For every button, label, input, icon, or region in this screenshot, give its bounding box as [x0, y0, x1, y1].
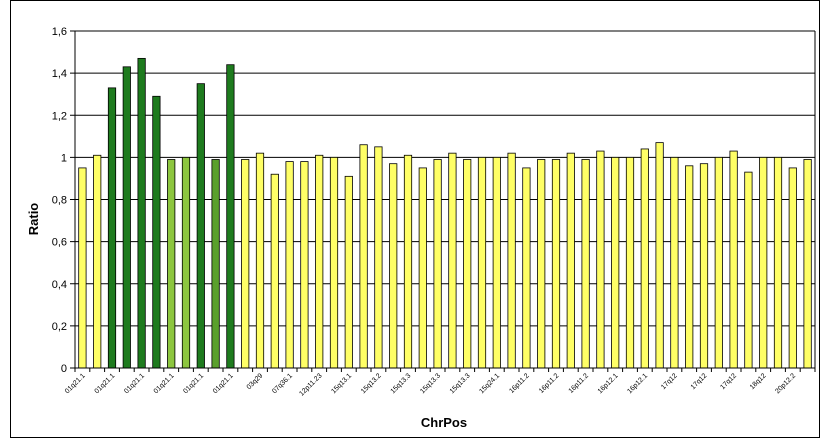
bar [359, 144, 368, 369]
bar [107, 87, 117, 369]
y-tick-labels: 0 0,2 0,4 0,6 0,8 1 1,2 1,4 1,6 [52, 26, 67, 375]
bar-chart: 00,20,40,60,811,21,41,6 01q21.1 01q21.1 01… [26, 26, 816, 430]
y-axis-title: Ratio [26, 203, 41, 236]
y-tick-label: 0,4 [52, 279, 67, 291]
x-tick-label: 01q21.1 [123, 372, 146, 395]
bar [477, 156, 487, 369]
bar [551, 159, 561, 369]
bar [315, 154, 324, 369]
bar [773, 156, 783, 369]
bar [729, 150, 738, 369]
x-tick-label: 03q29 [246, 372, 265, 391]
bar [625, 156, 635, 369]
x-tick-label: 15q24.1 [478, 372, 501, 395]
bar [596, 150, 605, 369]
x-tick-label: 12p11.23 [298, 372, 323, 397]
bar [522, 167, 531, 369]
bar [196, 83, 205, 369]
bar [374, 146, 383, 369]
bar [655, 142, 664, 369]
x-tick-label: 15q13.3 [390, 372, 413, 395]
chart-frame: 0 0,2 0,4 0,6 0,8 1 1,2 1,4 1,6 01q21.1 01q21.1 01… [10, 0, 820, 438]
bar [329, 156, 339, 369]
bar [788, 167, 797, 369]
bar [640, 148, 649, 369]
x-tick-label: 16p11.2 [508, 372, 531, 395]
x-tick-label: 17q12 [690, 372, 709, 391]
bar [167, 159, 176, 369]
bar [181, 156, 191, 369]
bar [255, 152, 265, 369]
x-tick-label: 07q36.1 [271, 372, 294, 395]
bar [418, 167, 427, 369]
bar [699, 163, 709, 369]
y-tick-label: 1,6 [52, 26, 67, 38]
bar [714, 156, 723, 369]
bar [226, 64, 235, 369]
bar [448, 152, 457, 369]
x-tick-label: 01q21.1 [212, 372, 235, 395]
bar [211, 159, 220, 369]
x-tick-label: 16p11.2 [568, 372, 591, 395]
x-tick-label: 15q13.2 [360, 372, 383, 395]
bar [803, 159, 812, 369]
bar [492, 156, 501, 369]
x-tick-label: 16p11.2 [538, 372, 561, 395]
y-tick-label: 0,6 [52, 237, 67, 249]
bar [611, 156, 620, 369]
x-axis-title: ChrPos [421, 415, 467, 430]
x-tick-label: 15q13.1 [330, 372, 353, 395]
bar [744, 171, 753, 369]
x-tick-label: 17q12 [660, 372, 679, 391]
x-tick-label: 15q13.3 [449, 372, 472, 395]
y-tick-label: 1,2 [52, 110, 67, 122]
bar [670, 156, 679, 369]
y-tick-label: 1 [61, 152, 67, 164]
bar [759, 156, 768, 369]
bar [152, 95, 161, 369]
x-tick-label: 15q13.3 [419, 372, 442, 395]
bar [433, 159, 442, 369]
y-tick-label: 0,8 [52, 195, 67, 207]
bar [389, 163, 398, 369]
y-tick-label: 0 [61, 363, 67, 375]
axes [70, 30, 816, 372]
x-tick-label: 17q12 [719, 372, 738, 391]
x-tick-label: 01q21.1 [182, 372, 205, 395]
bar [78, 167, 87, 369]
bar [566, 152, 575, 369]
bar [344, 175, 353, 369]
x-tick-label: 16p12.1 [626, 372, 649, 395]
bar [137, 57, 146, 369]
bar [685, 165, 694, 369]
bar [463, 159, 472, 369]
bar [300, 161, 309, 369]
bar [581, 159, 590, 369]
bar [122, 66, 131, 369]
bar [241, 159, 250, 369]
x-tick-labels: 01q21.1 01q21.1 01q21.1 01q21.1 01q21.1 01q21… [64, 372, 797, 397]
bar [285, 161, 294, 369]
bar [270, 173, 279, 369]
x-tick-label: 16p12.1 [597, 372, 620, 395]
x-tick-label: 01q21.1 [64, 372, 87, 395]
x-tick-label: 18q12 [749, 372, 768, 391]
bars [78, 57, 812, 369]
bar [403, 154, 413, 369]
y-tick-label: 0,2 [52, 321, 67, 333]
x-tick-label: 01q21.1 [153, 372, 176, 395]
bar [537, 159, 546, 369]
bar [93, 154, 102, 369]
y-tick-label: 1,4 [52, 68, 67, 80]
x-tick-label: 20p12.2 [774, 372, 797, 395]
bar [507, 152, 516, 369]
x-tick-label: 01q21.1 [94, 372, 117, 395]
